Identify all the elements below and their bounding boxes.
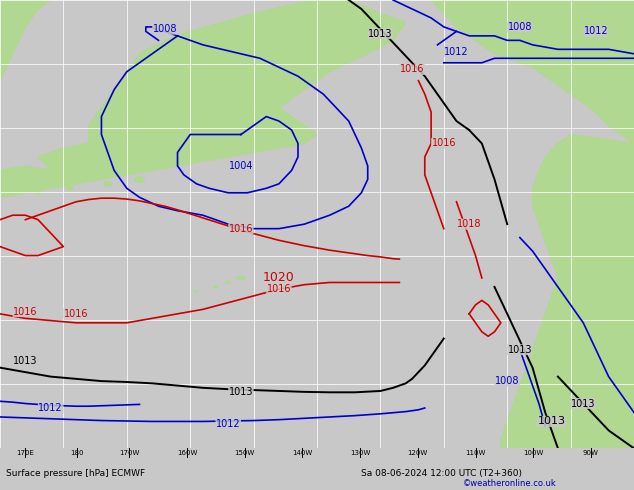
Text: 90W: 90W bbox=[583, 450, 599, 456]
Text: 1004: 1004 bbox=[229, 161, 253, 171]
Text: 1018: 1018 bbox=[457, 219, 481, 229]
Text: Sa 08-06-2024 12:00 UTC (T2+360): Sa 08-06-2024 12:00 UTC (T2+360) bbox=[361, 469, 522, 478]
Text: 1013: 1013 bbox=[13, 356, 37, 366]
Text: 130W: 130W bbox=[350, 450, 370, 456]
Text: 140W: 140W bbox=[292, 450, 313, 456]
Ellipse shape bbox=[104, 182, 112, 186]
Text: 1016: 1016 bbox=[64, 309, 88, 319]
Text: 1016: 1016 bbox=[267, 284, 291, 294]
Text: 1013: 1013 bbox=[508, 344, 532, 355]
Text: Surface pressure [hPa] ECMWF: Surface pressure [hPa] ECMWF bbox=[6, 469, 145, 478]
Text: 1012: 1012 bbox=[444, 47, 469, 56]
Text: 1013: 1013 bbox=[571, 398, 595, 409]
Text: 1008: 1008 bbox=[508, 22, 532, 32]
Polygon shape bbox=[0, 0, 51, 81]
Text: 100W: 100W bbox=[523, 450, 543, 456]
Ellipse shape bbox=[134, 177, 144, 182]
Text: 170E: 170E bbox=[16, 450, 34, 456]
Text: 1012: 1012 bbox=[584, 26, 608, 36]
Text: ©weatheronline.co.uk: ©weatheronline.co.uk bbox=[463, 479, 557, 488]
Text: 1008: 1008 bbox=[495, 376, 519, 386]
Ellipse shape bbox=[36, 192, 41, 194]
Polygon shape bbox=[545, 350, 634, 448]
Text: 1016: 1016 bbox=[432, 139, 456, 148]
Polygon shape bbox=[431, 0, 634, 144]
Text: 170W: 170W bbox=[119, 450, 139, 456]
Text: 1012: 1012 bbox=[39, 403, 63, 413]
Text: 180: 180 bbox=[70, 450, 84, 456]
Text: 1013: 1013 bbox=[368, 28, 392, 39]
Text: 160W: 160W bbox=[177, 450, 197, 456]
Text: 1012: 1012 bbox=[216, 419, 240, 429]
Ellipse shape bbox=[226, 281, 231, 284]
Text: 1013: 1013 bbox=[538, 416, 566, 426]
Text: 110W: 110W bbox=[465, 450, 486, 456]
Text: 150W: 150W bbox=[235, 450, 255, 456]
Ellipse shape bbox=[195, 291, 198, 292]
Polygon shape bbox=[501, 135, 634, 448]
Ellipse shape bbox=[236, 276, 245, 280]
Text: 120W: 120W bbox=[408, 450, 428, 456]
Text: 1013: 1013 bbox=[229, 387, 253, 397]
Text: 1016: 1016 bbox=[400, 65, 424, 74]
Text: 1008: 1008 bbox=[153, 24, 177, 34]
Polygon shape bbox=[0, 0, 406, 197]
Ellipse shape bbox=[214, 286, 217, 288]
Text: 1016: 1016 bbox=[229, 223, 253, 234]
Text: 1016: 1016 bbox=[13, 307, 37, 317]
Ellipse shape bbox=[67, 187, 73, 190]
Text: 1020: 1020 bbox=[263, 271, 295, 285]
